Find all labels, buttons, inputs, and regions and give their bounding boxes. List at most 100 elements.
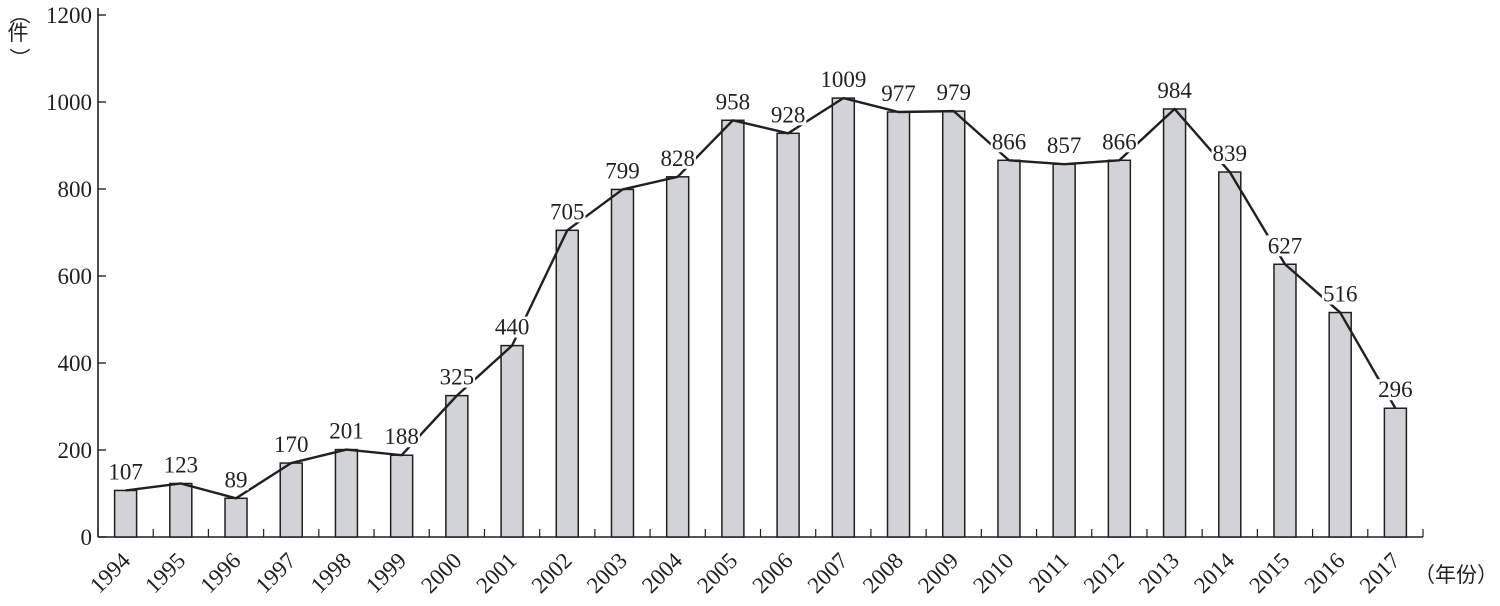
bar bbox=[555, 229, 580, 538]
y-unit-open-paren: （ bbox=[7, 4, 31, 25]
data-label-bg bbox=[880, 83, 917, 105]
x-tick-label: 2012 bbox=[1079, 548, 1129, 598]
x-tick-label: 1996 bbox=[195, 548, 245, 598]
bar bbox=[886, 111, 911, 538]
data-label: 296 bbox=[1378, 377, 1413, 402]
bar bbox=[610, 188, 635, 538]
bar bbox=[500, 344, 524, 538]
data-label: 705 bbox=[550, 199, 585, 224]
data-label-bg bbox=[990, 131, 1028, 153]
bar bbox=[941, 110, 966, 538]
y-tick-label: 1000 bbox=[46, 90, 92, 115]
bar bbox=[445, 394, 469, 538]
data-label: 857 bbox=[1047, 133, 1082, 158]
bar bbox=[113, 489, 138, 538]
x-tick-label: 2006 bbox=[747, 548, 797, 598]
data-label: 516 bbox=[1323, 282, 1358, 307]
x-tick-label: 1997 bbox=[251, 548, 301, 598]
data-label-group: 107 123 89 170 201 188 325 440 705 799 828 958 928 10… bbox=[107, 67, 1414, 492]
x-tick-label: 2013 bbox=[1134, 548, 1184, 598]
data-label: 979 bbox=[936, 80, 971, 105]
x-tick-label: 2016 bbox=[1300, 548, 1350, 598]
bar bbox=[334, 448, 359, 538]
data-label: 977 bbox=[881, 81, 916, 106]
data-label: 866 bbox=[992, 129, 1027, 154]
bar bbox=[279, 462, 303, 538]
x-tick-label: 2017 bbox=[1355, 548, 1405, 598]
data-label: 107 bbox=[108, 459, 143, 484]
data-label: 866 bbox=[1102, 129, 1137, 154]
bar-series bbox=[113, 97, 1408, 538]
data-label: 201 bbox=[329, 419, 364, 444]
data-label-bg bbox=[1321, 283, 1359, 305]
bar bbox=[831, 97, 856, 538]
data-label-bg bbox=[1156, 79, 1194, 101]
y-unit-close-paren: ） bbox=[7, 48, 31, 69]
data-label-bg bbox=[659, 147, 696, 169]
data-label-bg bbox=[223, 469, 249, 491]
data-label-bg bbox=[383, 426, 420, 448]
x-tick-label: 2004 bbox=[637, 548, 688, 599]
data-label-bg bbox=[1101, 131, 1138, 153]
data-label-bg bbox=[549, 201, 586, 223]
bar bbox=[389, 454, 414, 538]
bar bbox=[997, 159, 1021, 538]
data-label-bg bbox=[1045, 135, 1083, 157]
x-tick-label: 1995 bbox=[140, 548, 190, 598]
x-axis: 1994 1995 1996 1997 1998 1999 2000 2001 2002 2003… bbox=[85, 529, 1498, 598]
data-label-bg bbox=[819, 69, 868, 91]
x-tick-label: 2001 bbox=[471, 548, 521, 598]
y-tick-label: 1200 bbox=[46, 3, 92, 28]
data-label: 828 bbox=[660, 146, 695, 171]
data-label-bg bbox=[604, 160, 641, 182]
data-label-bg bbox=[1377, 379, 1414, 401]
bar bbox=[721, 119, 745, 538]
data-label-bg bbox=[714, 91, 752, 113]
bar bbox=[1107, 159, 1132, 538]
bar bbox=[1052, 163, 1076, 538]
x-tick-label: 2015 bbox=[1244, 548, 1294, 598]
x-tick-label: 1999 bbox=[361, 548, 411, 598]
data-label: 440 bbox=[495, 315, 530, 340]
x-tick-label: 2000 bbox=[416, 548, 466, 598]
data-label-bg bbox=[438, 366, 476, 388]
y-tick-label: 800 bbox=[58, 177, 93, 202]
data-label: 89 bbox=[225, 467, 248, 492]
x-tick-label: 2009 bbox=[913, 548, 963, 598]
data-label-bg bbox=[493, 316, 531, 338]
bar bbox=[1328, 311, 1352, 538]
data-label-bg bbox=[935, 82, 972, 104]
bar bbox=[776, 132, 800, 538]
data-label-bg bbox=[328, 420, 365, 442]
data-label-bg bbox=[107, 461, 144, 483]
bar bbox=[1218, 171, 1242, 538]
data-label: 188 bbox=[384, 424, 419, 449]
data-label-bg bbox=[1211, 143, 1249, 165]
bar bbox=[169, 482, 193, 538]
bar bbox=[1273, 263, 1297, 538]
x-tick-label: 2003 bbox=[582, 548, 632, 598]
data-label-bg bbox=[162, 454, 200, 476]
x-tick-label: 2002 bbox=[527, 548, 577, 598]
x-tick-label: 2008 bbox=[858, 548, 908, 598]
y-tick-label: 0 bbox=[81, 525, 93, 550]
data-label: 170 bbox=[274, 432, 309, 457]
data-label: 799 bbox=[605, 158, 640, 183]
y-tick-group: 0 200 400 600 800 1000 1200 bbox=[46, 3, 106, 550]
data-label-bg bbox=[272, 434, 310, 456]
x-tick-label: 1994 bbox=[85, 548, 136, 599]
x-axis-label: （年份） bbox=[1414, 563, 1498, 587]
data-label: 839 bbox=[1213, 141, 1248, 166]
data-label: 984 bbox=[1157, 78, 1192, 103]
x-tick-label: 2005 bbox=[692, 548, 742, 598]
data-label: 1009 bbox=[820, 67, 866, 92]
y-tick-label: 200 bbox=[58, 438, 93, 463]
y-unit-label: 件 bbox=[8, 21, 29, 45]
y-tick-label: 400 bbox=[58, 351, 93, 376]
x-tick-label: 2010 bbox=[968, 548, 1018, 598]
x-tick-label: 1998 bbox=[306, 548, 356, 598]
y-tick-label: 600 bbox=[58, 264, 93, 289]
x-tick-label: 2014 bbox=[1189, 548, 1240, 599]
data-label: 928 bbox=[771, 102, 806, 127]
